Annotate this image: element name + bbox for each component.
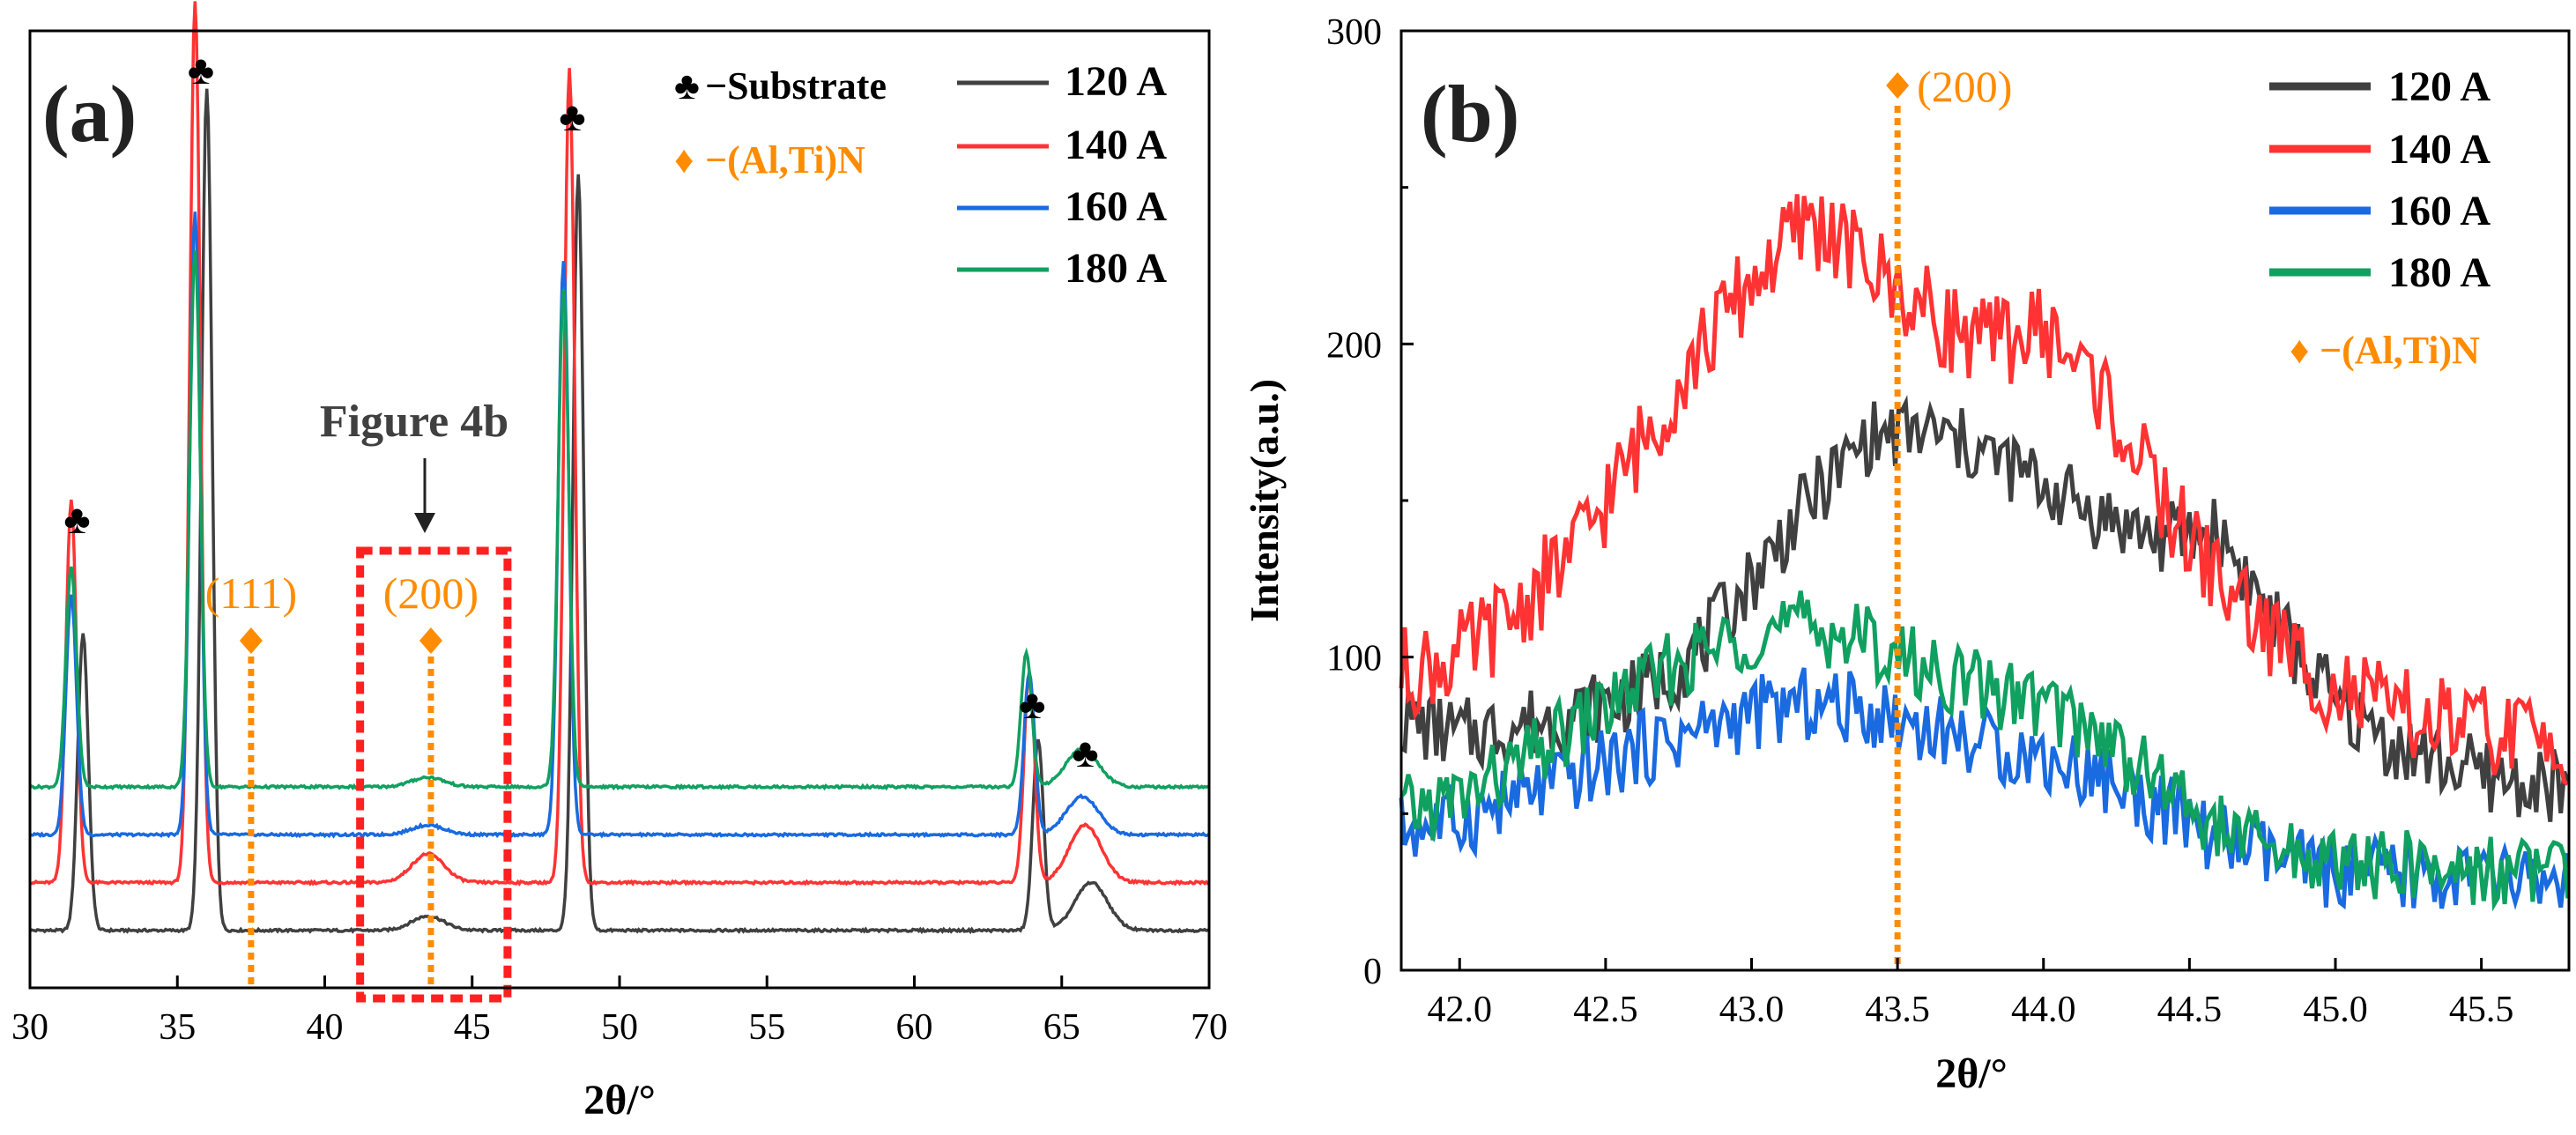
b-x-tick-label: 45.5	[2449, 990, 2514, 1030]
panel-b-ylabel: Intensity(a.u.)	[1242, 379, 1287, 622]
b-legend-symbol: ♦	[2290, 329, 2309, 372]
alti-diamond	[419, 627, 442, 654]
b-legend-symbol-label: −(Al,Ti)N	[2320, 329, 2480, 372]
substrate-marker: ♣	[1072, 731, 1098, 775]
a-series-160-a	[29, 211, 1210, 839]
a-x-tick-label: 40	[307, 1007, 344, 1048]
b-series-140-a	[1399, 194, 2570, 786]
b-y-tick-label: 0	[1363, 952, 1382, 992]
alti-diamond	[239, 627, 263, 654]
b-x-tick-label: 42.0	[1428, 990, 1493, 1030]
panel-a-series	[28, 1, 1211, 935]
a-x-tick-label: 65	[1043, 1007, 1080, 1048]
a-x-tick-label: 30	[11, 1007, 48, 1048]
b-x-tick-label: 42.5	[1573, 990, 1638, 1030]
b-y-tick-label: 200	[1326, 325, 1382, 366]
panel-a-label: (a)	[42, 69, 137, 159]
alti-peak-label: (200)	[383, 568, 479, 618]
a-x-tick-label: 45	[454, 1007, 491, 1048]
substrate-marker: ♣	[188, 48, 214, 93]
figure-4b-arrowhead	[414, 513, 435, 533]
a-legend-line-label: 120 A	[1065, 58, 1167, 105]
b-legend-line-label: 160 A	[2388, 188, 2491, 234]
figure-4b-box	[356, 546, 512, 1003]
panel-b-series	[1399, 194, 2571, 912]
panel-a-legend: ♣ −Substrate♦ −(Al,Ti)N 120 A 140 A 160 A 180 …	[674, 58, 1167, 292]
a-series-120-a	[28, 88, 1210, 935]
panel-a-x-ticks: 30 35 40 45 50 55 60 65 70	[11, 976, 1228, 1048]
b-series-180-a	[1399, 590, 2571, 912]
alti-peak-label: (111)	[205, 568, 298, 618]
substrate-marker: ♣	[1019, 682, 1045, 727]
substrate-marker: ♣	[559, 94, 585, 139]
b-legend-line-label: 140 A	[2388, 126, 2491, 173]
a-x-tick-label: 70	[1191, 1007, 1228, 1048]
b-200-marker-label: (200)	[1886, 62, 2012, 111]
panel-a-annotations: ♣ ♣ ♣ ♣ ♣ (111) (200)	[63, 48, 1099, 988]
panel-b-x-ticks: 42.0 42.5 43.0 43.5 44.0 44.5 45.0 45.5	[1428, 958, 2514, 1030]
a-legend-label: −Substrate	[705, 64, 887, 108]
b-x-tick-label: 43.5	[1865, 990, 1930, 1030]
b-legend-line-label: 180 A	[2388, 249, 2491, 296]
a-series-140-a	[29, 1, 1211, 886]
b-marker-text: (200)	[1917, 62, 2012, 111]
a-legend-line-label: 160 A	[1065, 183, 1167, 230]
b-marker-diamond	[1886, 72, 1910, 99]
a-legend-line-label: 140 A	[1065, 122, 1167, 168]
a-legend-label: −(Al,Ti)N	[705, 138, 865, 182]
panel-a-xlabel: 2θ/°	[583, 1077, 656, 1124]
a-x-tick-label: 55	[748, 1007, 785, 1048]
b-x-tick-label: 44.0	[2011, 990, 2076, 1030]
figure-4b-label: Figure 4b	[320, 397, 509, 447]
substrate-marker: ♣	[63, 497, 90, 542]
a-x-tick-label: 50	[601, 1007, 638, 1048]
a-legend-symbol: ♦	[674, 138, 694, 182]
a-x-tick-label: 60	[896, 1007, 933, 1048]
panel-b-xlabel: 2θ/°	[1935, 1050, 2008, 1097]
a-series-180-a	[28, 249, 1210, 791]
b-legend-line-label: 120 A	[2388, 63, 2491, 110]
panel-a: ♣ ♣ ♣ ♣ ♣ (111) (200) Figure 4b 30 35 40 45 50 55 60…	[11, 1, 1228, 1124]
a-x-tick-label: 35	[159, 1007, 196, 1048]
panel-b-legend: 120 A 140 A 160 A 180 A ♦ −(Al,Ti)N	[2269, 63, 2491, 372]
b-series-120-a	[1399, 394, 2571, 822]
b-y-tick-label: 300	[1326, 12, 1382, 53]
b-x-tick-label: 43.0	[1719, 990, 1785, 1030]
panel-b-label: (b)	[1421, 69, 1519, 159]
b-y-tick-label: 100	[1326, 639, 1382, 679]
a-legend-line-label: 180 A	[1065, 245, 1167, 292]
b-x-tick-label: 45.0	[2303, 990, 2368, 1030]
b-x-tick-label: 44.5	[2157, 990, 2223, 1030]
panel-b: (200) 42.0 42.5 43.0 43.5 44.0 44.5 45.0 45.5 0…	[1242, 12, 2571, 1097]
panel-b-y-ticks: 0 100 200 300	[1326, 12, 1414, 992]
a-legend-symbol: ♣	[674, 64, 700, 108]
